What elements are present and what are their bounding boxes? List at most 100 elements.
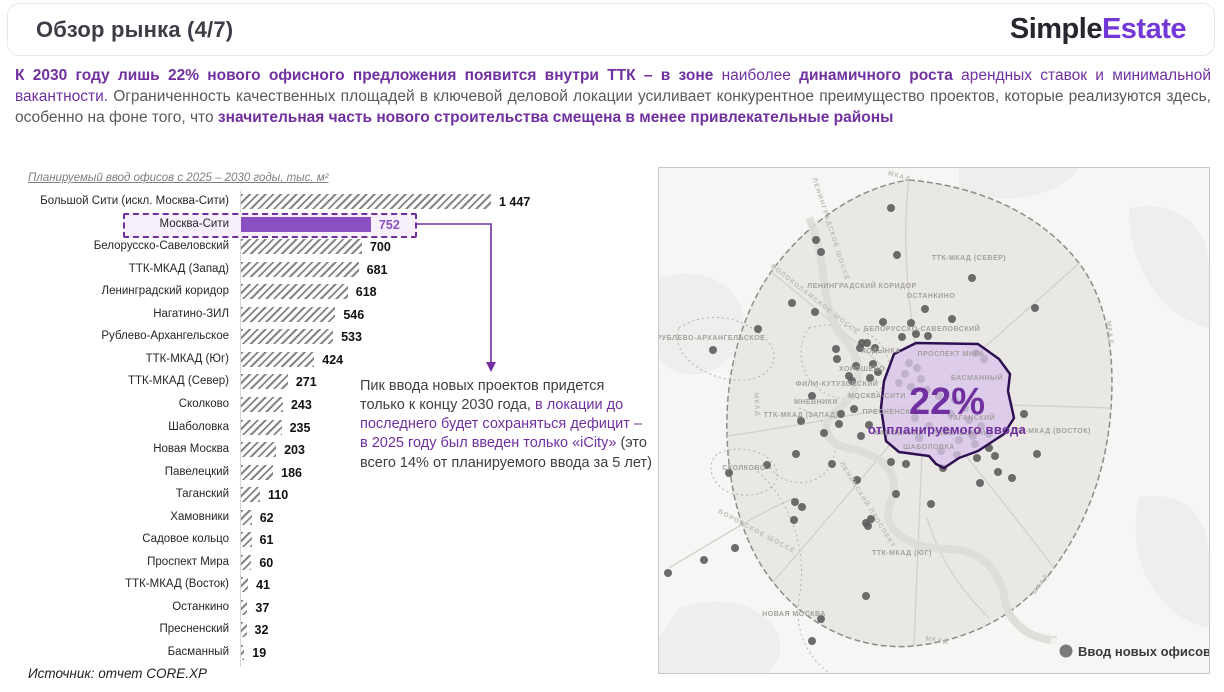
bar-value: 62 [259, 510, 274, 525]
bar-label: Москва-Сити [159, 217, 229, 230]
moscow-map: ТТК-МКАД (СЕВЕР) ЛЕНИНГРАДСКИЙ КОРИДОР ОСТ… [657, 167, 1211, 674]
office-dot [893, 251, 901, 259]
bar-row: Проспект Мира 60 [24, 552, 656, 574]
bar-row: Москва-Сити 752 [24, 212, 656, 238]
company-logo: SimpleEstate [1009, 13, 1187, 46]
bar-row: Павелецкий 186 [24, 462, 656, 484]
chart-axis-line [240, 191, 241, 667]
bar-row: Хамовники 62 [24, 507, 656, 529]
office-dot [1020, 410, 1028, 418]
bar-row: Нагатино-ЗИЛ 546 [24, 304, 656, 326]
bar [241, 645, 245, 660]
office-dot [852, 362, 860, 370]
road-label: МКАД [925, 635, 949, 645]
bar-value: 618 [355, 285, 377, 300]
office-dot [820, 429, 828, 437]
text-segment: динамичного роста [799, 67, 962, 84]
district-label: МОСКВА-СИТИ [848, 393, 906, 400]
logo-part-simple: Simple [1009, 13, 1103, 45]
office-dot [790, 516, 798, 524]
legend-dot-icon [1059, 644, 1073, 658]
text-segment: Ограниченность качественных площадей в к… [15, 87, 1211, 126]
office-dot [857, 432, 865, 440]
district-label: ПРОСПЕКТ МИРА [918, 351, 985, 358]
office-dot [879, 318, 887, 326]
district-label: ТТК-МКАД (ЗАПАД) [764, 412, 839, 419]
road-label: МКАД [752, 393, 761, 417]
bar-label: Большой Сити (искл. Москва-Сити) [40, 195, 229, 207]
office-dot [848, 377, 856, 385]
office-dot [754, 325, 762, 333]
bar-row: Новая Москва 203 [24, 439, 656, 461]
bar-row: Сколково 243 [24, 394, 656, 416]
office-dot [968, 274, 976, 282]
chart-title: Планируемый ввод офисов с 2025 – 2030 го… [28, 172, 329, 184]
district-label: ХОДЫНКА [861, 348, 901, 355]
district-label: НОВАЯ МОСКВА [762, 611, 826, 618]
office-dot [792, 450, 800, 458]
bar-label: Хамовники [170, 510, 229, 523]
office-dot [850, 405, 858, 413]
office-dot [856, 344, 864, 352]
office-dot [865, 421, 873, 429]
bar-value: 19 [252, 646, 267, 660]
bar [241, 464, 274, 480]
text-segment: К 2030 году лишь 22% нового офисного пре… [15, 67, 722, 84]
bar-row: Таганский 110 [24, 484, 656, 506]
text-segment: в локации до последнего будет сохранятьс… [360, 397, 643, 452]
district-label: ЛЕНИНГРАДСКИЙ КОРИДОР [807, 281, 916, 290]
text-segment: значительная часть нового строительства … [217, 108, 894, 126]
bar-label: ТТК-МКАД (Запад) [128, 262, 229, 275]
office-dot [973, 454, 981, 462]
district-label: ХОРОШЕВО [839, 366, 885, 373]
source-note: Источник: отчет CORE.XP [28, 666, 208, 681]
bar-value: 243 [290, 397, 312, 412]
bar [241, 532, 252, 548]
bar-label: Рублево-Архангельское [101, 330, 229, 343]
bar-row: ТТК-МКАД (Восток) 41 [24, 574, 656, 596]
bar-row: Большой Сити (искл. Москва-Сити) 1 447 [24, 191, 656, 213]
district-label: ПАВЕЛЕЦКИЙ [932, 428, 986, 437]
district-label: МНЕВНИКИ [794, 399, 838, 406]
bar-value: 203 [284, 443, 305, 458]
bar-value: 533 [341, 330, 362, 345]
bar [241, 239, 362, 255]
office-dot [797, 417, 805, 425]
office-dot [921, 305, 929, 313]
office-dot [1008, 474, 1016, 482]
office-dot [853, 476, 861, 484]
bar-label: Ленинградский коридор [101, 285, 229, 298]
office-dot [837, 410, 845, 418]
office-dot [812, 236, 820, 244]
bar-label: Останкино [172, 600, 229, 613]
text-segment: (это всего 14% от планируемого ввода за … [360, 435, 652, 471]
office-dot [731, 544, 739, 552]
office-dot [863, 339, 871, 347]
zone-percent: 22% [909, 381, 985, 423]
district-label: ХАМОВНИКИ [874, 430, 924, 437]
page-title: Обзор рынка (4/7) [36, 16, 234, 42]
office-dot [892, 490, 900, 498]
bar [241, 487, 260, 503]
bar-label: ТТК-МКАД (Север) [127, 375, 229, 388]
bar-value: 60 [259, 555, 274, 570]
bar-label: Басманный [167, 646, 229, 658]
district-label: ТТК-МКАД (СЕВЕР) [932, 255, 1006, 262]
office-dot [994, 468, 1002, 476]
bar-label: ТТК-МКАД (Восток) [125, 578, 229, 591]
bar-label: Нагатино-ЗИЛ [153, 307, 229, 320]
intro-paragraph: К 2030 году лишь 22% нового офисного пре… [15, 66, 1211, 129]
office-dot [887, 458, 895, 466]
map-svg: ТТК-МКАД (СЕВЕР) ЛЕНИНГРАДСКИЙ КОРИДОР ОСТ… [657, 168, 1211, 674]
bar-label: Павелецкий [164, 465, 229, 478]
district-label: ТАГАНСКИЙ [949, 413, 995, 422]
bar-row: Ленинградский коридор 618 [24, 281, 656, 303]
bar-label: Новая Москва [153, 443, 229, 456]
text-segment: арендных ставок и минимальной вакантност… [15, 67, 1211, 105]
bar-value: 61 [259, 533, 274, 548]
bar-value: 752 [378, 217, 400, 232]
bar [241, 216, 371, 232]
bar [241, 374, 288, 390]
district-label: БЕЛОРУССКО-САВЕЛОВСКИЙ [864, 324, 980, 333]
